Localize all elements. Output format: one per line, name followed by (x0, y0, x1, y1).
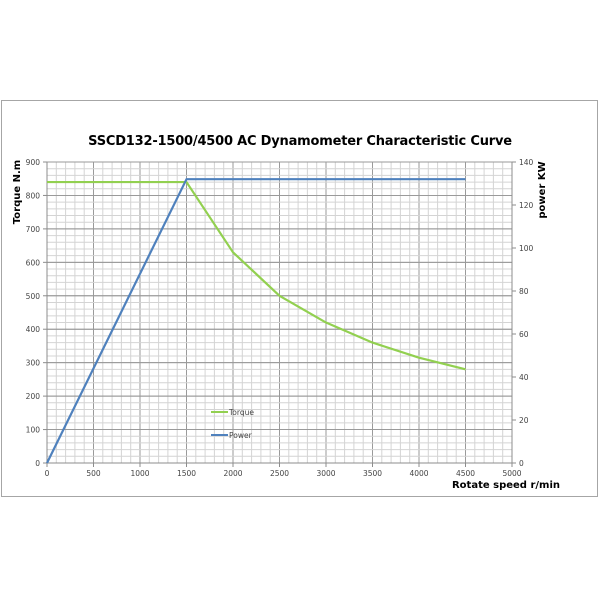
grid (46, 161, 513, 464)
axes: 0 100 200 300 400 500 600 700 800 900 0 20 40 60 80 100… (26, 158, 534, 478)
x-tick-label: 5000 (502, 469, 521, 478)
y-tick-label: 700 (26, 225, 41, 234)
chart-title: SSCD132-1500/4500 AC Dynamometer Charact… (88, 134, 512, 149)
x-tick-label: 1500 (177, 469, 196, 478)
series-torque-line (47, 180, 466, 371)
x-tick-label: 2500 (270, 469, 289, 478)
y2-tick-label: 20 (519, 416, 529, 425)
x-tick-label: 2000 (223, 469, 242, 478)
y2-tick-label: 140 (519, 158, 534, 167)
y-axis-title: Torque N.m (12, 160, 23, 224)
y2-tick-label: 40 (519, 373, 529, 382)
y-tick-label: 600 (26, 258, 41, 267)
legend-label-torque: Torque (228, 408, 254, 417)
y-tick-label: 300 (26, 359, 41, 368)
x-tick-label: 4000 (409, 469, 428, 478)
y-tick-label: 900 (26, 158, 41, 167)
y2-tick-label: 0 (519, 459, 524, 468)
legend: Torque Power (211, 408, 254, 440)
y-tick-label: 200 (26, 392, 41, 401)
x-tick-label: 0 (45, 469, 50, 478)
chart-frame (1, 100, 598, 497)
x-tick-label: 3500 (363, 469, 382, 478)
y2-tick-label: 80 (519, 287, 529, 296)
y2-tick-label: 60 (519, 330, 529, 339)
y-tick-label: 0 (35, 459, 40, 468)
legend-label-power: Power (229, 431, 253, 440)
x-tick-label: 3000 (316, 469, 335, 478)
y-tick-label: 400 (26, 325, 41, 334)
y2-axis-title: power KW (537, 161, 548, 218)
x-tick-label: 4500 (456, 469, 475, 478)
series-lines (46, 178, 466, 464)
y2-tick-label: 120 (519, 201, 534, 210)
y-tick-label: 800 (26, 191, 41, 200)
y2-tick-label: 100 (519, 244, 534, 253)
x-axis-title: Rotate speed r/min (452, 480, 560, 491)
y-tick-label: 500 (26, 292, 41, 301)
series-power-line (46, 178, 466, 464)
x-tick-label: 500 (86, 469, 101, 478)
x-tick-label: 1000 (130, 469, 149, 478)
y-tick-label: 100 (26, 426, 41, 435)
